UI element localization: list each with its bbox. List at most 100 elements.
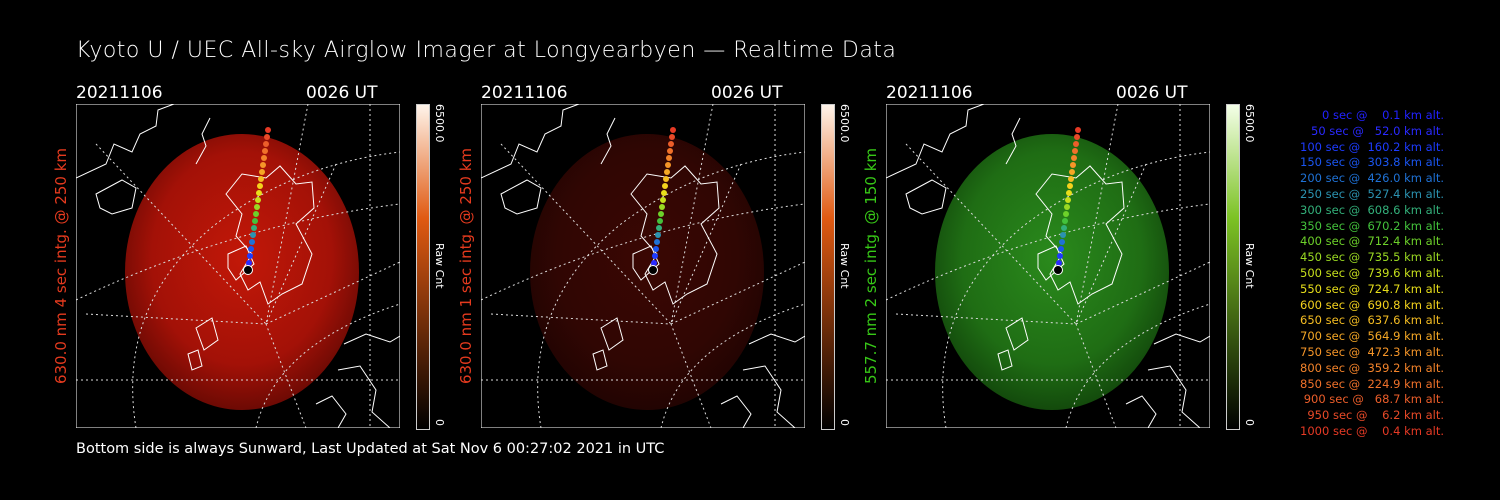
legend-row: 250 sec @ 527.4 km alt. — [1300, 186, 1444, 201]
trajectory-point — [651, 260, 657, 266]
airglow-image — [886, 104, 1210, 428]
colorbar — [1226, 104, 1240, 430]
trajectory-point — [253, 211, 259, 217]
trajectory-point — [1057, 253, 1063, 259]
trajectory-point — [653, 246, 659, 252]
trajectory-legend: 0 sec @ 0.1 km alt. 50 sec @ 52.0 km alt.… — [1262, 108, 1444, 440]
trajectory-point — [256, 190, 262, 196]
trajectory-point — [1067, 183, 1073, 189]
trajectory-point — [654, 239, 660, 245]
panel-time: 0026 UT — [711, 83, 783, 103]
trajectory-point — [1074, 134, 1080, 140]
legend-row: 950 sec @ 6.2 km alt. — [1307, 408, 1444, 423]
satellite-trajectory — [1053, 127, 1081, 275]
trajectory-point — [666, 155, 672, 161]
trajectory-point — [255, 197, 261, 203]
page-title: Kyoto U / UEC All-sky Airglow Imager at … — [76, 38, 897, 63]
trajectory-point — [258, 176, 264, 182]
legend-row: 850 sec @ 224.9 km alt. — [1300, 376, 1444, 391]
trajectory-point — [259, 169, 265, 175]
trajectory-point — [659, 204, 665, 210]
trajectory-point — [652, 253, 658, 259]
legend-row: 400 sec @ 712.4 km alt. — [1300, 234, 1444, 249]
legend-row: 1000 sec @ 0.4 km alt. — [1300, 423, 1444, 438]
trajectory-point — [1070, 162, 1076, 168]
trajectory-point — [1060, 232, 1066, 238]
trajectory-point — [1056, 260, 1062, 266]
panel-time: 0026 UT — [1116, 83, 1188, 103]
panel-date: 20211106 — [886, 83, 973, 103]
wavelength-label: 630.0 nm 1 sec intg. @ 250 km — [457, 147, 475, 385]
footer-note: Bottom side is always Sunward, Last Upda… — [76, 441, 665, 457]
legend-row: 450 sec @ 735.5 km alt. — [1300, 250, 1444, 265]
wavelength-label: 630.0 nm 4 sec intg. @ 250 km — [52, 147, 70, 385]
colorbar-max: 6500.0 — [838, 104, 851, 143]
legend-row: 150 sec @ 303.8 km alt. — [1300, 155, 1444, 170]
trajectory-point — [1075, 127, 1081, 133]
panel-date: 20211106 — [481, 83, 568, 103]
trajectory-point — [1058, 246, 1064, 252]
trajectory-point — [261, 155, 267, 161]
trajectory-point — [655, 232, 661, 238]
legend-row: 750 sec @ 472.3 km alt. — [1300, 344, 1444, 359]
legend-row: 50 sec @ 52.0 km alt. — [1311, 123, 1444, 138]
airglow-image — [76, 104, 400, 428]
trajectory-point — [661, 190, 667, 196]
trajectory-point — [263, 141, 269, 147]
trajectory-point — [262, 148, 268, 154]
trajectory-point — [1065, 197, 1071, 203]
trajectory-point — [1063, 211, 1069, 217]
trajectory-point — [662, 183, 668, 189]
legend-row: 500 sec @ 739.6 km alt. — [1300, 265, 1444, 280]
trajectory-point — [251, 225, 257, 231]
trajectory-point — [248, 246, 254, 252]
station-marker — [648, 265, 658, 275]
colorbar-unit: Raw Cnt — [1243, 243, 1256, 289]
trajectory-point — [656, 225, 662, 231]
station-marker — [1053, 265, 1063, 275]
trajectory-point — [265, 127, 271, 133]
colorbar — [821, 104, 835, 430]
airglow-image — [481, 104, 805, 428]
legend-row: 350 sec @ 670.2 km alt. — [1300, 218, 1444, 233]
station-marker — [243, 265, 253, 275]
colorbar — [416, 104, 430, 430]
legend-row: 900 sec @ 68.7 km alt. — [1303, 392, 1444, 407]
colorbar-unit: Raw Cnt — [838, 243, 851, 289]
trajectory-point — [664, 169, 670, 175]
trajectory-point — [669, 134, 675, 140]
panel-date: 20211106 — [76, 83, 163, 103]
legend-row: 700 sec @ 564.9 km alt. — [1300, 329, 1444, 344]
airglow-emission — [530, 134, 764, 410]
colorbar-min: 0 — [1243, 419, 1256, 426]
wavelength-label: 557.7 nm 2 sec intg. @ 150 km — [862, 147, 880, 385]
panel-time: 0026 UT — [306, 83, 378, 103]
trajectory-point — [250, 232, 256, 238]
trajectory-point — [252, 218, 258, 224]
trajectory-point — [264, 134, 270, 140]
trajectory-point — [1071, 155, 1077, 161]
trajectory-point — [257, 183, 263, 189]
trajectory-point — [667, 148, 673, 154]
colorbar-unit: Raw Cnt — [433, 243, 446, 289]
trajectory-point — [247, 253, 253, 259]
legend-row: 0 sec @ 0.1 km alt. — [1321, 108, 1444, 122]
trajectory-point — [254, 204, 260, 210]
legend-row: 600 sec @ 690.8 km alt. — [1300, 297, 1444, 312]
trajectory-point — [1073, 141, 1079, 147]
trajectory-point — [670, 127, 676, 133]
satellite-trajectory — [243, 127, 271, 275]
trajectory-point — [1061, 225, 1067, 231]
trajectory-point — [246, 260, 252, 266]
colorbar-max: 6500.0 — [1243, 104, 1256, 143]
satellite-trajectory — [648, 127, 676, 275]
legend-row: 200 sec @ 426.0 km alt. — [1300, 171, 1444, 186]
trajectory-point — [1062, 218, 1068, 224]
legend-row: 100 sec @ 160.2 km alt. — [1300, 139, 1444, 154]
trajectory-point — [658, 211, 664, 217]
colorbar-max: 6500.0 — [433, 104, 446, 143]
airglow-emission — [935, 134, 1169, 410]
trajectory-point — [663, 176, 669, 182]
trajectory-point — [1069, 169, 1075, 175]
trajectory-point — [1072, 148, 1078, 154]
